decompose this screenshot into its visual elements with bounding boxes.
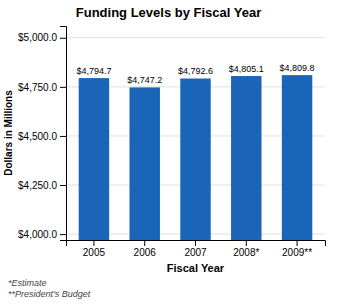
data-label: $4,809.8 (280, 63, 315, 73)
x-tick-mark (144, 240, 145, 246)
x-tick: 2006 (134, 240, 157, 258)
x-tick: 2005 (83, 240, 106, 258)
y-tick: $4,750.0 (18, 82, 66, 93)
y-tick: $4,250.0 (18, 180, 66, 191)
x-tick-mark (93, 240, 94, 246)
footnotes: *Estimate**President's Budget (8, 278, 91, 299)
data-labels: $4,794.7 $4,747.2 $4,792.6 $4,805.1 $4,809.8 (76, 63, 314, 85)
y-tick: $5,000.0 (18, 32, 66, 43)
x-tick-mark (297, 240, 298, 246)
footnote: *Estimate (8, 278, 47, 288)
y-axis: $4,000.0 $4,250.0 $4,500.0 $4,750.0 $5,000.0 (18, 27, 66, 241)
x-tick-label: 2007 (184, 247, 207, 258)
x-tick-label: 2006 (134, 247, 157, 258)
x-tick: 2009** (282, 240, 312, 258)
y-tick-mark (60, 185, 66, 186)
y-tick-label: $4,000.0 (18, 229, 57, 240)
bar (79, 78, 109, 240)
title: Funding Levels by Fiscal Year (76, 5, 261, 20)
x-tick-label: 2009** (282, 247, 312, 258)
y-tick-mark (60, 234, 66, 235)
x-axis-line (67, 241, 326, 247)
bar (282, 75, 312, 240)
x-axis: 2005 2006 2007 2008* 2009** (67, 240, 326, 258)
x-tick-mark (246, 240, 247, 246)
x-tick-label: 2008* (233, 247, 259, 258)
y-tick-label: $4,250.0 (18, 180, 57, 191)
bars (79, 75, 313, 240)
y-tick: $4,000.0 (18, 229, 66, 240)
y-axis-title: Dollars in Millions (3, 90, 14, 176)
x-tick-mark (195, 240, 196, 246)
bar (231, 76, 261, 240)
data-label: $4,805.1 (229, 64, 264, 74)
y-tick-label: $5,000.0 (18, 32, 57, 43)
bar (129, 87, 159, 240)
x-tick: 2008* (233, 240, 259, 258)
data-label: $4,794.7 (76, 66, 111, 76)
footnote: **President's Budget (8, 289, 91, 299)
data-label: $4,792.6 (178, 66, 213, 76)
grid-line (66, 37, 325, 38)
y-tick-label: $4,750.0 (18, 82, 57, 93)
y-tick-mark (60, 87, 66, 88)
y-tick-mark (60, 38, 66, 39)
data-label: $4,747.2 (127, 75, 162, 85)
x-axis-title: Fiscal Year (167, 262, 225, 274)
chart: $4,794.7 $4,747.2 $4,792.6 $4,805.1 $4,809.8… (0, 0, 337, 304)
x-tick-label: 2005 (83, 247, 106, 258)
plot: $4,794.7 $4,747.2 $4,792.6 $4,805.1 $4,809.8… (18, 27, 325, 259)
bar (180, 78, 210, 240)
y-tick-label: $4,500.0 (18, 131, 57, 142)
y-axis-line (60, 27, 67, 241)
x-tick: 2007 (184, 240, 207, 258)
y-tick-mark (60, 136, 66, 137)
y-tick: $4,500.0 (18, 131, 66, 142)
